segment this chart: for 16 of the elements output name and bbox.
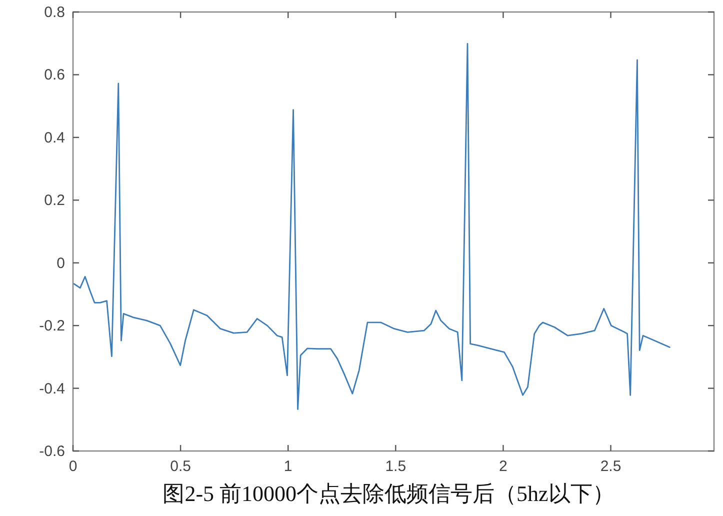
x-tick-label: 1.5 <box>385 458 406 475</box>
y-tick-label: -0.6 <box>39 443 65 460</box>
x-tick-label: 0.5 <box>170 458 191 475</box>
line-series <box>73 42 670 410</box>
y-tick-label: 0.4 <box>44 129 65 146</box>
x-tick-label: 2 <box>499 458 508 475</box>
y-tick-label: -0.2 <box>39 318 65 335</box>
y-tick-label: 0 <box>56 254 65 272</box>
x-tick-label: 2.5 <box>600 458 622 475</box>
y-tick-label: -0.4 <box>39 380 65 398</box>
y-tick-label: 0.6 <box>44 66 65 84</box>
x-tick-label: 0 <box>68 458 78 475</box>
x-tick-label: 1 <box>284 458 292 475</box>
y-tick-label: 0.2 <box>44 192 65 210</box>
y-tick-label: 0.8 <box>44 4 65 21</box>
text: 图2-5 前10000个点去除低频信号后（5hz以下） <box>162 481 614 506</box>
